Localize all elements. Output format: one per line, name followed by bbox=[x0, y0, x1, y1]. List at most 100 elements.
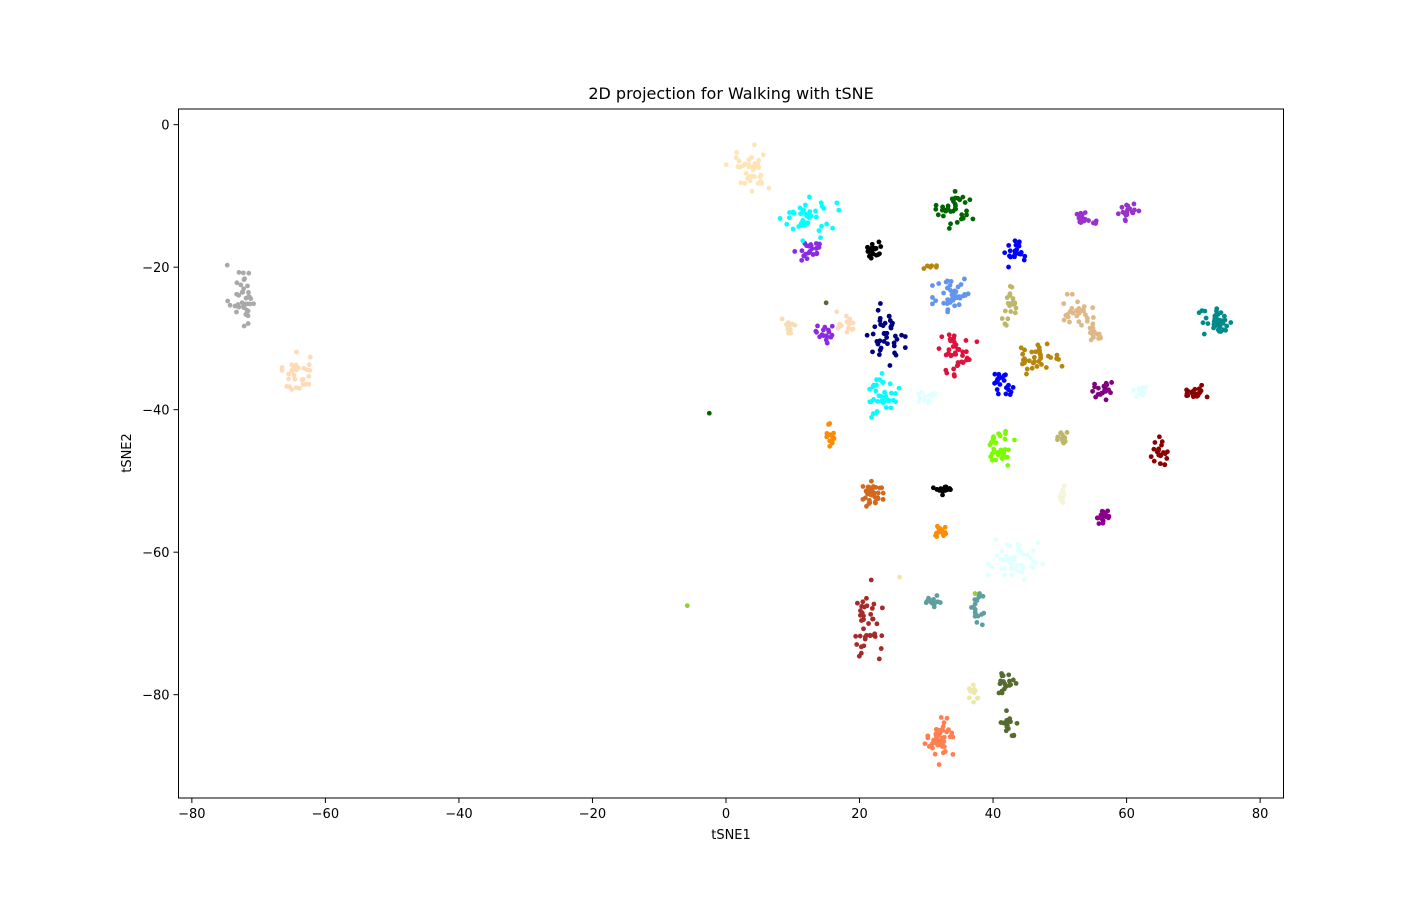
y-tick-label: −80 bbox=[142, 689, 169, 704]
cluster-26-point bbox=[869, 414, 874, 420]
cluster-40-point bbox=[868, 611, 874, 617]
cluster-37-point bbox=[1019, 569, 1025, 575]
cluster-4-point bbox=[814, 250, 820, 256]
cluster-9-point bbox=[1124, 209, 1130, 215]
cluster-15-point bbox=[1200, 320, 1206, 326]
cluster-19-point bbox=[892, 350, 897, 356]
cluster-21-point bbox=[1022, 360, 1027, 366]
cluster-32-point bbox=[875, 490, 881, 496]
plot-frame bbox=[178, 108, 1284, 799]
cluster-19-point bbox=[878, 301, 883, 306]
cluster-44-point bbox=[932, 751, 938, 757]
cluster-40-point bbox=[870, 616, 876, 622]
cluster-2-point bbox=[733, 155, 739, 161]
cluster-20-point bbox=[956, 347, 962, 352]
cluster-23-point bbox=[1090, 388, 1095, 394]
cluster-20-point bbox=[954, 363, 960, 369]
cluster-19-point bbox=[876, 352, 882, 358]
cluster-19-point bbox=[888, 325, 894, 331]
cluster-40-point bbox=[861, 617, 866, 622]
y-axis-label: tSNE2 bbox=[120, 433, 135, 473]
cluster-37-point bbox=[1030, 548, 1036, 554]
cluster-12-point bbox=[999, 316, 1005, 321]
cluster-19-point bbox=[875, 307, 881, 313]
cluster-0-point bbox=[246, 289, 251, 295]
cluster-2-point bbox=[760, 152, 766, 158]
cluster-11-point bbox=[948, 278, 954, 284]
cluster-27-point bbox=[919, 389, 925, 395]
cluster-14-point bbox=[1090, 321, 1096, 327]
cluster-15-point bbox=[1217, 324, 1223, 330]
cluster-28-point bbox=[829, 437, 835, 443]
cluster-11-point bbox=[945, 297, 951, 303]
cluster-17-point bbox=[844, 329, 850, 335]
cluster-19-point bbox=[881, 339, 887, 344]
cluster-29-point bbox=[1012, 437, 1017, 443]
cluster-42-point bbox=[1001, 679, 1006, 684]
cluster-17-point bbox=[837, 321, 842, 327]
cluster-1-point bbox=[307, 367, 313, 373]
cluster-6-point bbox=[946, 226, 952, 231]
cluster-37-point bbox=[1014, 562, 1020, 568]
cluster-18-point bbox=[823, 333, 829, 339]
cluster-12-point bbox=[1010, 301, 1016, 307]
cluster-19-point bbox=[894, 336, 900, 342]
cluster-0-point bbox=[234, 291, 240, 297]
cluster-11-point bbox=[956, 302, 962, 308]
cluster-1-point bbox=[299, 377, 305, 383]
cluster-33-point bbox=[940, 492, 945, 498]
cluster-43-point bbox=[1004, 708, 1009, 714]
cluster-5-point bbox=[876, 239, 882, 245]
cluster-37-point bbox=[1015, 568, 1021, 574]
cluster-40-point bbox=[858, 650, 864, 656]
cluster-8-point bbox=[1076, 215, 1082, 221]
cluster-38-point bbox=[931, 604, 937, 610]
cluster-25-point bbox=[1190, 394, 1196, 400]
cluster-1-point bbox=[306, 373, 312, 379]
cluster-19-point bbox=[870, 331, 876, 337]
cluster-11-point bbox=[943, 279, 949, 285]
cluster-11-point bbox=[955, 284, 961, 290]
cluster-4-point bbox=[799, 257, 805, 263]
cluster-25-point bbox=[1184, 387, 1189, 393]
cluster-35-point bbox=[1106, 513, 1112, 519]
cluster-11-point bbox=[953, 289, 959, 295]
cluster-11-point bbox=[950, 295, 956, 301]
cluster-11-point bbox=[952, 303, 957, 309]
cluster-21-point bbox=[1044, 341, 1050, 347]
cluster-26-point bbox=[886, 398, 892, 404]
cluster-7-point bbox=[1002, 250, 1008, 256]
cluster-2-point bbox=[743, 170, 749, 176]
cluster-22-point bbox=[994, 387, 1000, 392]
cluster-44-point bbox=[938, 715, 944, 720]
cluster-11-point bbox=[962, 276, 967, 282]
cluster-17-point bbox=[846, 326, 851, 331]
cluster-18-point bbox=[825, 327, 831, 333]
cluster-19-point bbox=[886, 313, 892, 319]
cluster-15-point bbox=[1218, 329, 1224, 335]
cluster-40-point bbox=[861, 626, 866, 632]
cluster-6-point bbox=[967, 197, 973, 203]
cluster-26-point bbox=[888, 390, 894, 396]
cluster-3-point bbox=[836, 207, 842, 213]
outlier-point-5 bbox=[1024, 371, 1029, 377]
cluster-44-point bbox=[922, 741, 928, 747]
cluster-44-point bbox=[950, 751, 956, 757]
cluster-1-point bbox=[302, 381, 308, 387]
cluster-33-point bbox=[937, 487, 942, 493]
cluster-2-point bbox=[752, 174, 757, 179]
cluster-32-point bbox=[880, 490, 886, 496]
cluster-7-point bbox=[1006, 242, 1012, 248]
cluster-1-point bbox=[294, 349, 299, 355]
cluster-32-point bbox=[872, 494, 878, 500]
cluster-40-point bbox=[869, 605, 875, 611]
cluster-3-point bbox=[813, 208, 818, 214]
cluster-6-point bbox=[945, 203, 951, 209]
cluster-30-point bbox=[1060, 439, 1066, 444]
cluster-40-point bbox=[874, 621, 880, 627]
cluster-3-point bbox=[819, 223, 824, 229]
cluster-31-point bbox=[1159, 442, 1164, 448]
cluster-19-point bbox=[864, 332, 870, 338]
cluster-2-point bbox=[738, 180, 744, 186]
cluster-36-point bbox=[934, 523, 940, 529]
